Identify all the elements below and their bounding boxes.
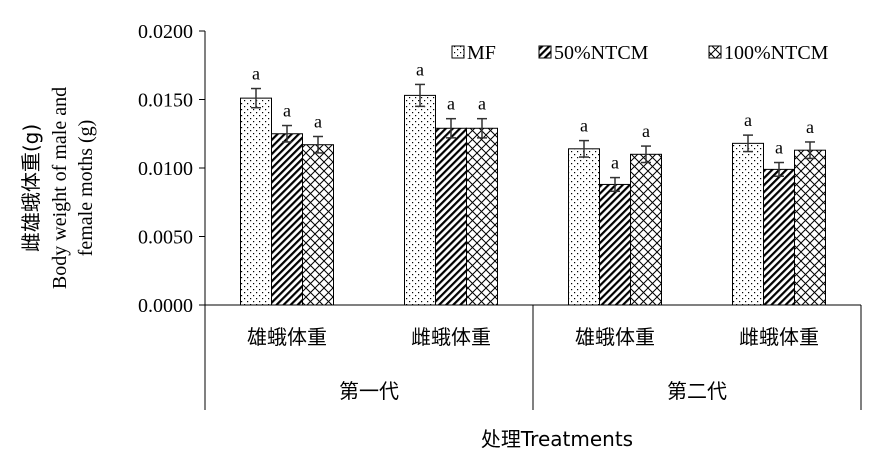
bar [568,148,600,306]
legend-swatch-100-ntcm [708,45,722,59]
category-label: 雄蛾体重 [247,325,327,349]
significance-letter: a [744,110,752,130]
bar [302,144,334,306]
x-axis-title: 处理Treatments [481,427,633,451]
y-tick-label: 0.0100 [138,158,193,180]
category-label: 雌蛾体重 [739,325,819,349]
bar [435,127,467,306]
significance-letter: a [806,117,814,137]
group-label: 第一代 [339,379,399,403]
legend-label-mf: MF [467,42,496,64]
significance-letter: a [416,59,424,79]
legend: MF 50%NTCM 100%NTCM [451,42,829,64]
bar [404,94,436,306]
bar [732,142,764,306]
y-axis-title-line-3: female moths (g) [75,120,97,257]
significance-letter: a [775,138,783,158]
group-label: 第二代 [667,379,727,403]
category-label: 雄蛾体重 [575,325,655,349]
significance-letter: a [642,121,650,141]
legend-label-100-ntcm: 100%NTCM [724,42,829,64]
significance-letter: a [314,111,322,131]
category-label: 雌蛾体重 [411,325,491,349]
y-axis-title-line-1: 雌雄蛾体重(g) [19,124,43,252]
significance-letter: a [283,101,291,121]
y-tick-label: 0.0150 [138,90,193,112]
bar [794,149,826,306]
bar [630,153,662,306]
significance-letter: a [252,64,260,84]
significance-letter: a [447,94,455,114]
bar [271,133,303,306]
significance-letter: a [611,153,619,173]
legend-swatch-50-ntcm [538,45,552,59]
legend-label-50-ntcm: 50%NTCM [554,42,649,64]
legend-swatch-mf [451,45,465,59]
significance-letter: a [478,94,486,114]
bar [763,168,795,306]
y-tick-label: 0.0000 [138,295,193,317]
bar [240,97,272,306]
significance-letter: a [580,116,588,136]
bar [466,127,498,306]
y-axis-title-line-2: Body weight of male and [49,87,71,289]
y-tick-label: 0.0050 [138,227,193,249]
bar [599,183,631,306]
y-tick-label: 0.0200 [138,21,193,43]
